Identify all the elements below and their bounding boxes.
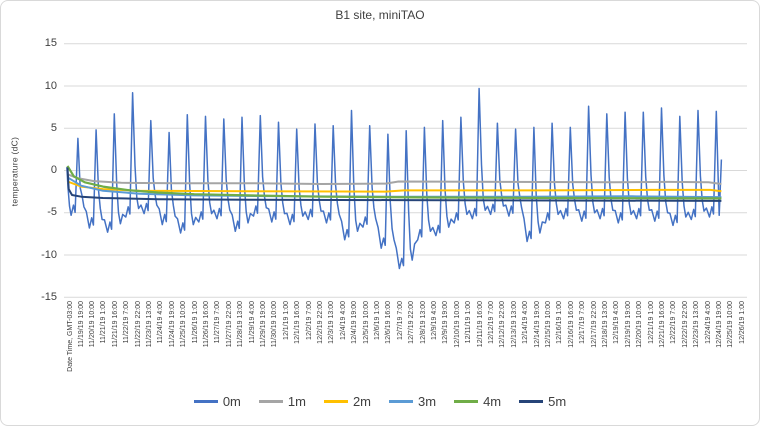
x-tick-label: 12/6/19 1:00 xyxy=(373,301,381,340)
x-tick-label: 11/30/19 10:00 xyxy=(271,301,279,348)
x-tick-label: 11/26/19 16:00 xyxy=(202,301,210,348)
legend-item-4m[interactable]: 4m xyxy=(454,394,501,409)
x-tick-label: 11/22/19 22:00 xyxy=(134,301,142,348)
x-tick-label: 11/21/19 1:00 xyxy=(100,301,108,344)
x-tick-label: 12/1/19 1:00 xyxy=(282,301,290,340)
legend-item-1m[interactable]: 1m xyxy=(258,394,306,409)
legend-label: 3m xyxy=(418,394,437,409)
x-tick-label: 12/23/19 13:00 xyxy=(693,301,701,348)
legend-item-5m[interactable]: 5m xyxy=(519,394,566,409)
x-tick-label: 12/16/19 1:00 xyxy=(556,301,564,344)
x-tick-label: 12/21/19 16:00 xyxy=(658,301,666,348)
x-tick-label: 12/2/19 22:00 xyxy=(316,301,324,344)
x-tick-label: 12/8/19 13:00 xyxy=(419,301,427,344)
series-line-1m[interactable] xyxy=(67,173,722,185)
x-tick-label: 12/9/19 4:00 xyxy=(430,301,438,340)
legend-label: 0m xyxy=(222,394,241,409)
x-tick-label: 12/25/19 10:00 xyxy=(727,301,735,348)
series-line-5m[interactable] xyxy=(66,167,722,202)
series-line-0m[interactable] xyxy=(66,87,723,270)
x-tick-label: 11/20/19 10:00 xyxy=(88,301,96,348)
y-tick-label: -5 xyxy=(47,206,57,219)
x-tick-label: 12/1/19 16:00 xyxy=(294,301,302,344)
x-tick-label: 11/22/19 7:00 xyxy=(123,301,131,344)
x-tick-label: 11/29/19 19:00 xyxy=(259,301,267,348)
x-tick-label: 12/17/19 7:00 xyxy=(579,301,587,344)
x-tick-label: 12/7/19 7:00 xyxy=(396,301,404,340)
legend-label: 1m xyxy=(287,394,306,409)
x-tick-label: 11/23/19 13:00 xyxy=(145,301,153,348)
legend-item-2m[interactable]: 2m xyxy=(323,394,371,409)
x-tick-label: 12/2/19 7:00 xyxy=(305,301,313,340)
legend: 0m 1m 2m 3m 4m 5m xyxy=(1,394,759,409)
x-tick-label: 12/16/19 16:00 xyxy=(567,301,575,348)
legend-item-3m[interactable]: 3m xyxy=(389,394,436,409)
x-tick-label: 11/25/19 10:00 xyxy=(180,301,188,348)
x-tick-label: 12/19/19 19:00 xyxy=(624,301,632,348)
legend-swatch-3m xyxy=(389,400,413,403)
legend-item-0m[interactable]: 0m xyxy=(193,394,241,409)
y-tick-label: 0 xyxy=(50,164,57,176)
x-tick-label: 11/24/19 19:00 xyxy=(168,301,176,348)
x-tick-label: 12/5/19 10:00 xyxy=(362,301,370,344)
x-tick-label: 12/22/19 22:00 xyxy=(681,301,689,348)
x-tick-label: 12/21/19 1:00 xyxy=(647,301,655,344)
x-tick-label: 12/20/19 10:00 xyxy=(636,301,644,348)
y-tick-label: 15 xyxy=(44,37,57,50)
x-tick-label: 11/19/19 19:00 xyxy=(77,301,85,348)
x-tick-label: 12/10/19 10:00 xyxy=(453,301,461,348)
x-tick-label: 12/14/19 19:00 xyxy=(533,301,541,348)
x-tick-label: 12/4/19 19:00 xyxy=(351,301,359,344)
y-tick-label: -15 xyxy=(41,290,57,303)
x-tick-label: 12/11/19 16:00 xyxy=(476,301,484,348)
x-tick-label: 12/9/19 19:00 xyxy=(442,301,450,344)
x-tick-label: 12/7/19 22:00 xyxy=(408,301,416,344)
x-tick-label: 12/4/19 4:00 xyxy=(339,301,347,340)
x-tick-label: 11/26/19 1:00 xyxy=(191,301,199,344)
x-tick-label: 12/17/19 22:00 xyxy=(590,301,598,348)
x-tick-label: 11/27/19 22:00 xyxy=(225,301,233,348)
x-tick-label: 12/24/19 4:00 xyxy=(704,301,712,344)
x-tick-label: 12/14/19 4:00 xyxy=(522,301,530,344)
x-tick-label: 12/11/19 1:00 xyxy=(465,301,473,344)
y-tick-label: 5 xyxy=(50,121,57,134)
x-tick-label: 12/26/19 1:00 xyxy=(738,301,746,344)
legend-label: 4m xyxy=(483,394,502,409)
x-tick-label: 11/28/19 13:00 xyxy=(237,301,245,348)
legend-label: 2m xyxy=(352,394,371,409)
x-tick-label: 12/12/19 7:00 xyxy=(487,301,495,344)
x-tick-label: 11/24/19 4:00 xyxy=(157,301,165,344)
legend-swatch-4m xyxy=(454,400,479,403)
y-tick-label: -10 xyxy=(41,248,57,261)
series-line-4m[interactable] xyxy=(66,165,722,200)
x-tick-label: 11/29/19 4:00 xyxy=(248,301,256,344)
x-tick-label: 12/13/19 13:00 xyxy=(510,301,518,348)
legend-swatch-2m xyxy=(323,400,348,403)
x-tick-label: 12/18/19 13:00 xyxy=(601,301,609,348)
x-tick-label: 12/3/19 13:00 xyxy=(328,301,336,344)
legend-swatch-0m xyxy=(193,400,218,403)
chart-title: B1 site, miniTAO xyxy=(335,8,425,22)
x-tick-label: 12/12/19 22:00 xyxy=(499,301,507,348)
legend-swatch-1m xyxy=(258,400,283,403)
legend-swatch-5m xyxy=(519,400,544,403)
x-tick-label: 11/27/19 7:00 xyxy=(214,301,222,344)
y-tick-label: 10 xyxy=(44,79,57,92)
x-tick-label: 12/6/19 16:00 xyxy=(385,301,393,344)
x-tick-label: 11/21/19 16:00 xyxy=(111,301,119,348)
x-tick-label: 12/15/19 10:00 xyxy=(544,301,552,348)
x-tick-label: 12/22/19 7:00 xyxy=(670,301,678,344)
x-tick-label: 12/24/19 19:00 xyxy=(715,301,723,348)
x-tick-label: 12/19/19 4:00 xyxy=(613,301,621,344)
legend-label: 5m xyxy=(548,394,567,409)
x-axis-title: Date Time, GMT-03:00 xyxy=(67,301,74,372)
